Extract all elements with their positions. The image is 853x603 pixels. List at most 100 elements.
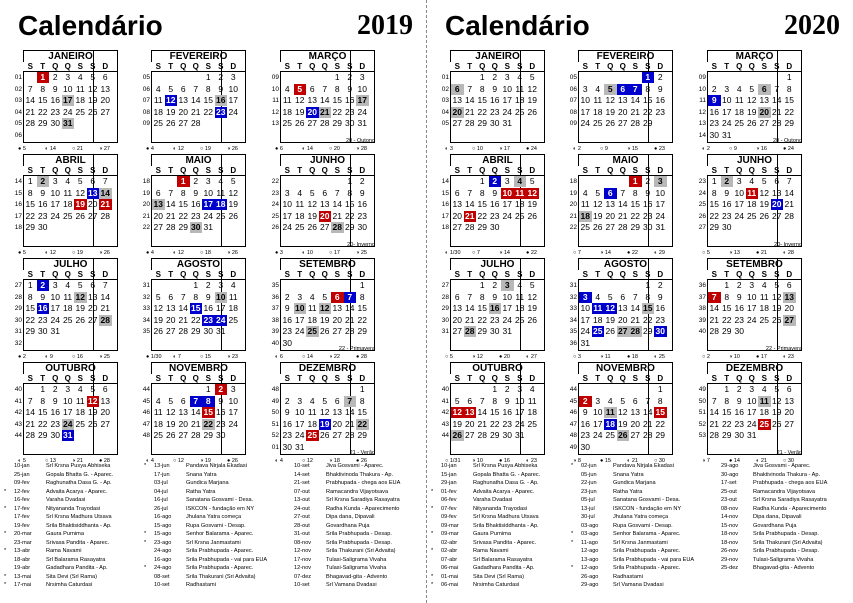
day-cell: 20 <box>178 106 188 117</box>
day-cell: 5 <box>309 187 315 198</box>
weekday-header: S <box>334 374 340 383</box>
weekday-header: S <box>454 62 460 71</box>
day-cell: 9 <box>218 395 224 406</box>
month-block: OUTUBRO S T Q Q S S D 40 41 42 43 44 1 2 3 4 5 6 7 8 9 10 11 12 1… <box>12 362 142 466</box>
weekday-header: Q <box>52 270 59 279</box>
holiday-name: Srila Prabhupada - Desap. <box>753 531 819 537</box>
weekday-header: D <box>230 62 237 71</box>
holiday-name: Snana Yatra <box>613 471 644 478</box>
weekday-header: Q <box>64 270 71 279</box>
moon-phase: ◑ 13 <box>729 250 740 256</box>
week-number: 48 <box>569 432 577 439</box>
month-block: ABRIL S T Q Q S S D 14 15 16 17 18 1 2 3 4 5 6 7 8 9 10 11 12 13 1… <box>439 154 569 258</box>
day-cell: 1 <box>205 384 211 394</box>
day-cell: 10 <box>580 303 590 313</box>
day-cell: 4 <box>517 72 523 82</box>
day-cell: 11 <box>307 303 317 313</box>
moon-phase: ○ 18 <box>200 250 211 256</box>
weekday-header: Q <box>619 270 626 279</box>
day-cell: 28 <box>25 118 35 128</box>
holiday-date: 29-ago <box>581 582 599 588</box>
holiday-date: 24-ago <box>154 565 172 571</box>
week-number: 08 <box>142 108 150 116</box>
month-block: JANEIRO S T Q Q S S D 01 02 03 04 05 1 2 3 4 5 6 7 8 9 10 11 12 1… <box>439 50 569 154</box>
weekday-header: S <box>504 166 510 175</box>
holiday-star: * <box>431 531 434 537</box>
day-cell: 11 <box>228 291 238 302</box>
day-cell: 31 <box>50 326 60 336</box>
day-cell: 19 <box>618 418 628 429</box>
day-cell: 8 <box>40 83 46 94</box>
holiday-name: Srila Thakurani (Sri Advaita) <box>326 548 396 554</box>
calendar-year: 2019 <box>357 10 413 41</box>
day-cell: 5 <box>230 176 236 186</box>
day-cell: 16 <box>50 95 60 105</box>
day-cell: 23 <box>202 314 215 326</box>
day-cell: 14 <box>772 95 782 105</box>
moon-phase: ○ 30 <box>783 458 794 464</box>
day-cell: 10 <box>501 187 514 199</box>
day-cell: 25 <box>605 430 615 440</box>
holiday-row: 06-mai Gadadhara Pandita - Ap. <box>431 564 571 573</box>
calendar-2019: Calendário 2019 JANEIRO S T Q Q S S D 01 02 03 04 05 06… <box>0 0 426 603</box>
weekday-header: S <box>774 166 780 175</box>
day-cell: 17 <box>356 95 369 106</box>
calendar-year: 2020 <box>784 10 840 41</box>
weekday-header: Q <box>180 166 187 175</box>
holiday-date: 28-out <box>294 522 310 529</box>
day-cell: 4 <box>607 395 613 406</box>
day-cell: 28 <box>477 430 487 440</box>
holiday-row: * 17-mai Nrsimha Caturdasi <box>4 581 144 590</box>
day-cell: 4 <box>309 395 315 406</box>
day-cell: 24 <box>63 106 73 117</box>
weekday-header: T <box>595 62 601 71</box>
day-cell: 13 <box>332 303 342 313</box>
weekday-header: S <box>77 270 83 279</box>
day-cell: 27 <box>630 430 640 440</box>
month-block: DEZEMBRO S T Q Q S S D 49 50 51 52 53 1 2 3 4 5 6 7 8 9 10 11 12… <box>696 362 826 466</box>
day-cell: 22 <box>202 418 215 430</box>
weekday-header: Q <box>321 374 328 383</box>
weekend-frame <box>350 50 375 143</box>
day-cell: 26 <box>759 210 769 221</box>
week-number: 18 <box>569 178 577 185</box>
day-cell: 18 <box>228 303 238 313</box>
weekday-header: Q <box>479 62 486 71</box>
weekend-frame <box>93 154 118 247</box>
day-cell: 30 <box>490 326 500 336</box>
day-cell: 30 <box>490 118 500 128</box>
day-cell: 17 <box>228 95 238 105</box>
week-number: 49 <box>569 443 577 451</box>
day-cell: 16 <box>490 199 500 209</box>
day-cell: 24 <box>50 314 60 325</box>
day-cell: 25 <box>216 210 226 221</box>
day-cell: 23 <box>50 418 60 429</box>
moon-phase: ○ 14 <box>302 354 313 360</box>
day-cell: 26 <box>527 314 537 325</box>
week-number: 49 <box>271 397 279 405</box>
day-cell: 3 <box>582 83 588 94</box>
day-cell: 28 <box>629 326 642 337</box>
day-cell: 17 <box>593 418 603 429</box>
holiday-star: * <box>431 548 434 554</box>
holiday-date: 16-fev <box>14 497 30 503</box>
day-cell: 20 <box>332 418 342 429</box>
day-cell: 14 <box>630 95 640 105</box>
day-cell: 10 <box>63 83 73 94</box>
day-cell: 21 <box>465 106 475 117</box>
day-cell: 5 <box>529 72 535 82</box>
week-number: 05 <box>441 120 449 127</box>
day-cell: 1 <box>36 72 49 83</box>
holiday-date: 29-jan <box>441 480 457 486</box>
moon-phase: ◐ 5 <box>18 458 26 464</box>
weekend-frame <box>520 258 545 351</box>
month-block: JULHO S T Q Q S S D 27 28 29 30 31 32 1 2 3 4 5 6 7 8 9 10 11 12 1… <box>12 258 142 362</box>
day-cell: 18 <box>515 95 525 105</box>
day-cell: 9 <box>736 395 742 406</box>
holiday-name: Tulasi-Saligrama Vivaha <box>753 556 814 563</box>
holiday-row: 10-jan Srl Krsna Pusya Abhiseka <box>4 462 144 471</box>
day-cell: 8 <box>786 83 792 94</box>
week-number: 40 <box>441 386 449 393</box>
holiday-date: 18-abr <box>14 556 31 563</box>
day-cell: 11 <box>295 199 305 209</box>
